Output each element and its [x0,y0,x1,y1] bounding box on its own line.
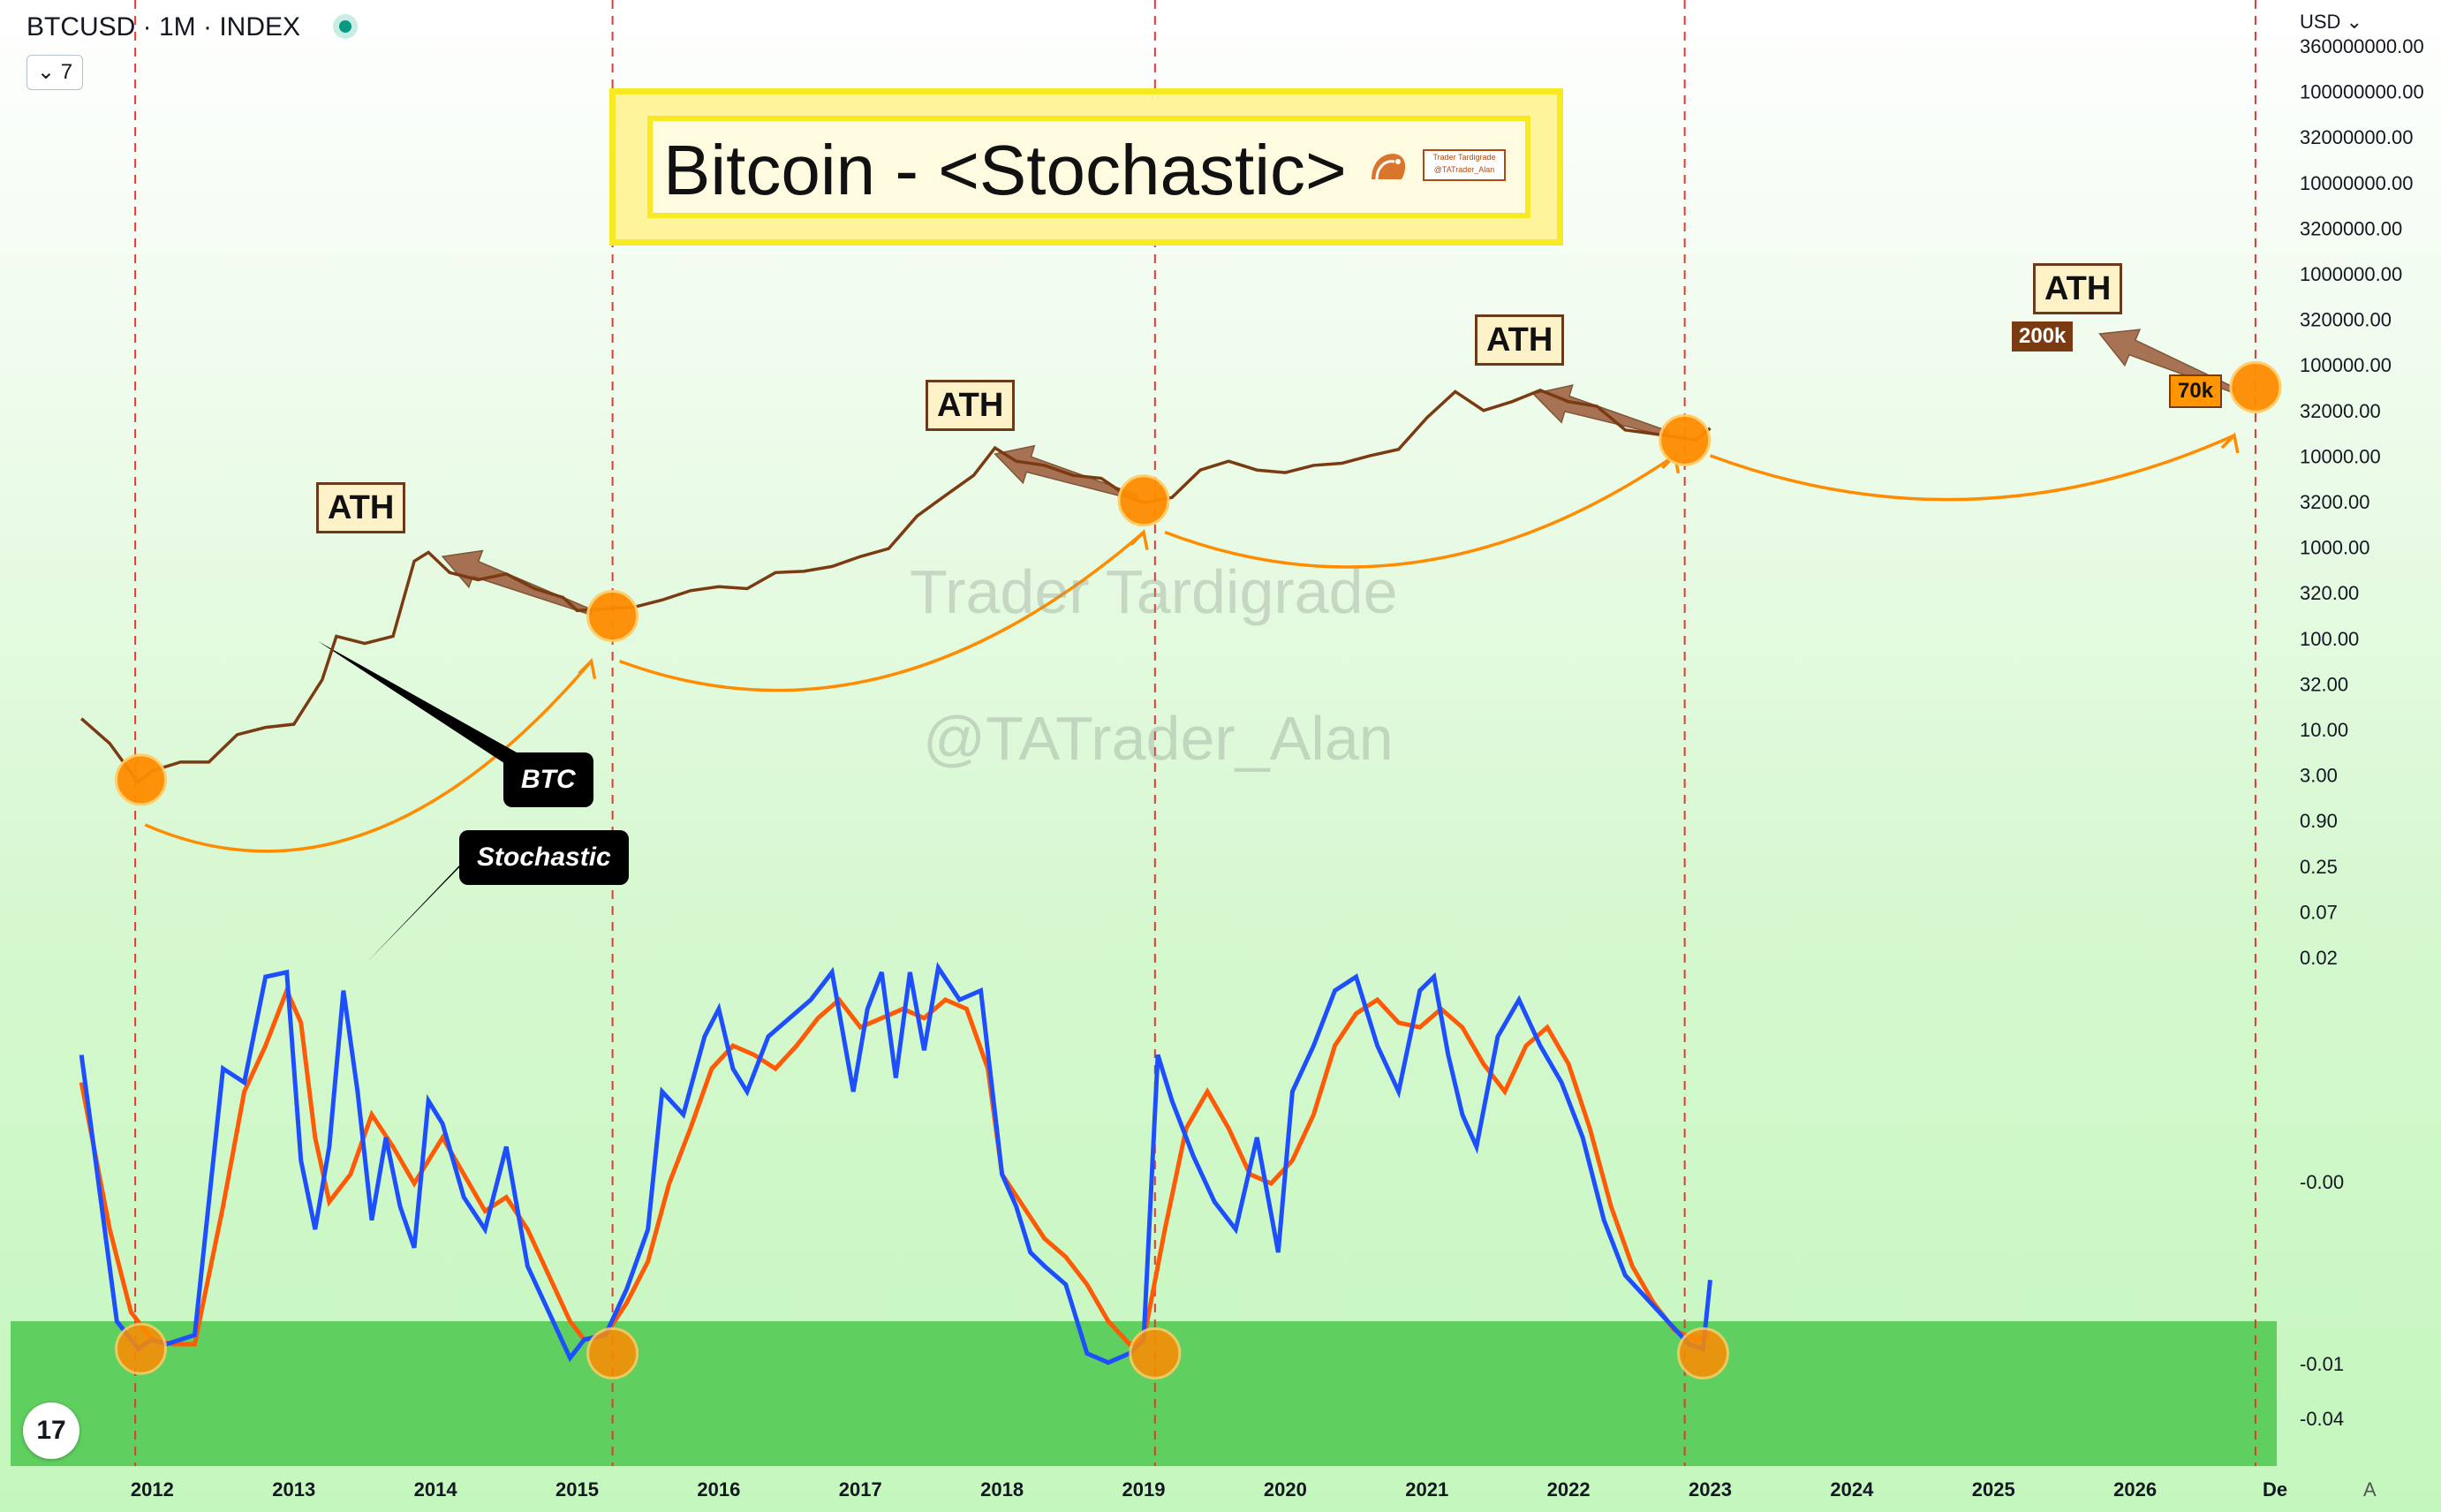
price-tick-label: 3200.00 [2300,491,2370,513]
btc-callout: BTC [503,752,593,807]
tardigrade-logo-icon [1372,154,1406,180]
indicator-count: 7 [60,60,73,84]
x-tick-label: 2025 [1972,1478,2015,1501]
x-tick-label: 2015 [555,1478,599,1501]
current-price-tag: 70k [2169,374,2223,408]
x-tick-label: 2026 [2113,1478,2157,1501]
auto-scale-button[interactable]: A [2363,1478,2377,1501]
symbol-label: BTCUSD · 1M · INDEX [26,12,301,42]
stoch-k-line [79,961,1712,1365]
price-tick-label: 3.00 [2300,765,2338,787]
x-tick-label: 2013 [272,1478,315,1501]
price-tick-label: 10.00 [2300,719,2348,741]
market-status-dot [339,20,352,33]
price-tick-label: 100000.00 [2300,354,2392,376]
btc-cycle-arc-2-head [1130,529,1149,550]
price-tick-label: 10000000.00 [2300,172,2413,194]
price-tick-label: 1000.00 [2300,537,2370,559]
btc-cycle-arc-1 [144,660,593,853]
x-tick-label: 2024 [1830,1478,1874,1501]
chevron-down-icon: ⌄ [36,60,56,84]
stoch-low-marker-3 [1676,1327,1729,1380]
stoch-low-marker-0 [115,1322,168,1375]
btc-callout-pointer [318,641,539,777]
currency-label: USD [2300,11,2341,33]
stoch-tick-label: -0.01 [2300,1353,2344,1375]
ath-label-2021: ATH [1475,314,1565,366]
x-tick-label: 2016 [697,1478,740,1501]
logo-text-box: Trader Tardigrade @TATrader_Alan [1423,149,1506,181]
x-tick-label: 2012 [131,1478,174,1501]
chevron-down-icon: ⌄ [2346,11,2363,33]
stoch-d-line [79,985,1712,1347]
watermark-handle: @TATrader_Alan [923,704,1394,773]
btc-cycle-arc-3 [1164,454,1676,569]
btc-cycle-arc-4 [1709,434,2235,502]
stoch-tick-label: -0.04 [2300,1408,2344,1430]
tradingview-logo-icon[interactable]: 17 [23,1402,79,1459]
price-tick-label: 0.25 [2300,856,2338,878]
stoch-low-marker-2 [1129,1327,1182,1380]
price-low-marker-3 [1659,413,1712,466]
price-low-marker-1 [586,590,639,643]
logo-line-1: Trader Tardigrade [1432,153,1496,162]
indicators-collapse-button[interactable]: ⌄ 7 [26,55,83,90]
title-banner: Bitcoin - <Stochastic> Trader Tardigrade… [609,88,1563,246]
btc-cycle-arc-1-head [578,658,597,679]
btc-price-line [80,389,1712,785]
ath-label-2017: ATH [926,380,1016,431]
target-price-tag: 200k [2012,321,2074,352]
price-tick-label: 100000000.00 [2300,81,2424,103]
logo-line-2: @TATrader_Alan [1433,165,1495,174]
ath-arrow-1 [441,549,593,616]
symbol-header[interactable]: BTCUSD · 1M · INDEX [26,12,352,42]
price-low-marker-4 [2229,360,2282,413]
x-tick-label: 2021 [1405,1478,1448,1501]
price-tick-label: 0.07 [2300,901,2338,923]
ath-label-next: ATH [2033,263,2123,314]
btc-cycle-arc-4-head [2220,432,2240,454]
ath-label-2013: ATH [316,482,406,533]
x-tick-label: 2018 [980,1478,1024,1501]
x-tick-label: De [2263,1478,2287,1501]
price-tick-label: 100.00 [2300,628,2359,650]
price-tick-label: 360000000.00 [2300,35,2424,57]
price-tick-label: 0.02 [2300,947,2338,969]
price-tick-label: 32000000.00 [2300,126,2413,148]
x-tick-label: 2014 [414,1478,458,1501]
price-tick-label: 10000.00 [2300,445,2381,467]
watermark-name: Trader Tardigrade [910,557,1398,626]
price-low-marker-0 [115,753,168,806]
price-tick-label: 0.90 [2300,810,2338,832]
title-inner-frame: Bitcoin - <Stochastic> Trader Tardigrade… [647,116,1530,218]
btc-cycle-arc-2 [619,531,1145,692]
page-title: Bitcoin - <Stochastic> [663,131,1347,209]
stoch-low-marker-1 [586,1327,639,1380]
x-tick-label: 2022 [1547,1478,1591,1501]
stoch-tick-label: -0.00 [2300,1171,2344,1193]
price-tick-label: 320.00 [2300,582,2359,604]
price-tick-label: 32000.00 [2300,400,2381,422]
price-tick-label: 320000.00 [2300,309,2392,331]
price-tick-label: 1000000.00 [2300,263,2402,285]
stochastic-callout: Stochastic [459,830,629,885]
x-tick-label: 2019 [1122,1478,1166,1501]
x-tick-label: 2023 [1689,1478,1732,1501]
price-tick-label: 3200000.00 [2300,217,2402,239]
price-tick-label: 32.00 [2300,673,2348,695]
x-tick-label: 2017 [839,1478,882,1501]
price-low-marker-2 [1117,474,1170,527]
currency-selector[interactable]: USD ⌄ [2300,11,2362,34]
x-tick-label: 2020 [1264,1478,1307,1501]
